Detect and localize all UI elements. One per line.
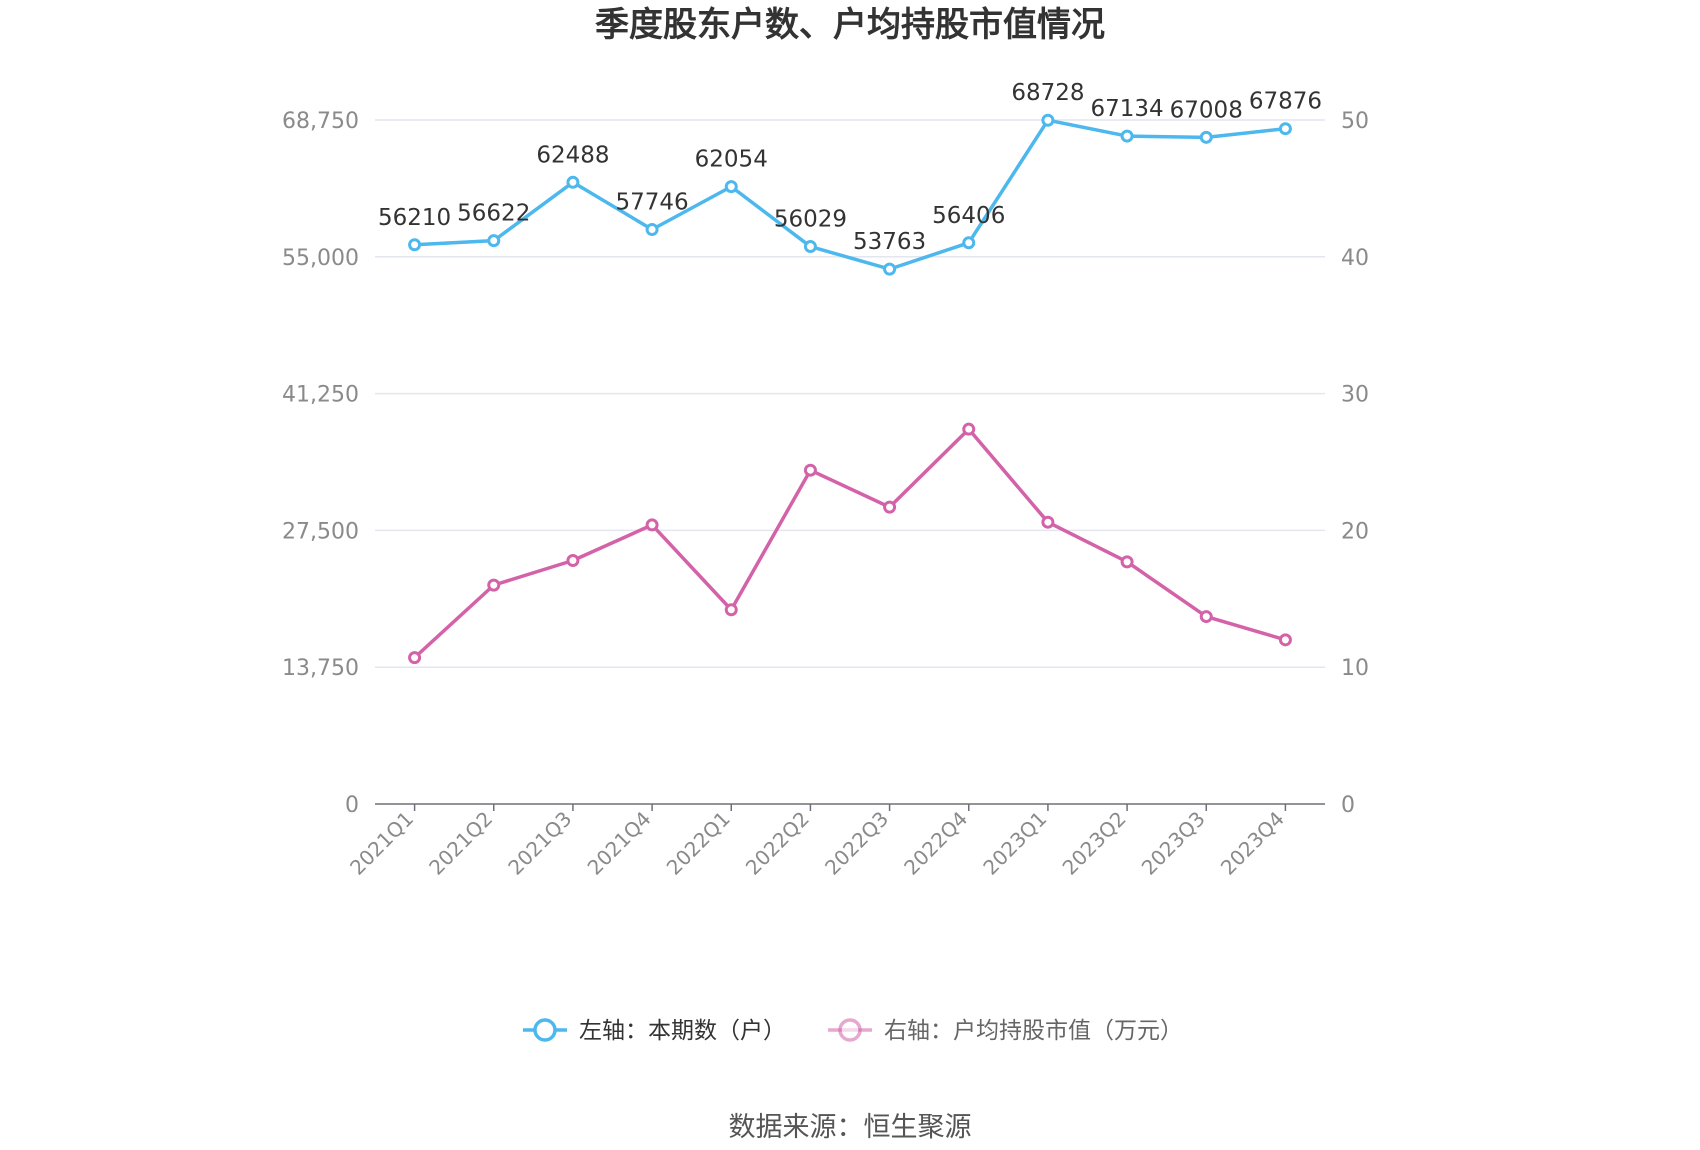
right-axis-ticks: 0 10 20 30 40 50 xyxy=(1341,109,1369,818)
data-label: 56622 xyxy=(457,201,530,227)
data-label: 53763 xyxy=(853,229,926,255)
legend-label: 左轴：本期数（户） xyxy=(579,1018,786,1044)
data-label: 56210 xyxy=(378,205,451,231)
grid-lines xyxy=(375,119,1325,668)
data-point-left xyxy=(408,238,422,252)
x-tick-label: 2022Q4 xyxy=(899,807,972,880)
data-point-right xyxy=(566,553,580,567)
x-tick-label: 2023Q2 xyxy=(1058,807,1131,880)
x-tick-label: 2021Q3 xyxy=(503,807,576,880)
chart-title: 季度股东户数、户均持股市值情况 xyxy=(595,5,1105,45)
data-point-right xyxy=(1199,610,1213,624)
data-point-left xyxy=(1278,122,1292,136)
data-point-right xyxy=(1120,555,1134,569)
data-label: 62488 xyxy=(536,142,609,168)
legend-marker-icon xyxy=(533,1018,557,1042)
data-point-left xyxy=(645,222,659,236)
data-point-left xyxy=(1199,130,1213,144)
right-tick-label: 10 xyxy=(1341,656,1369,681)
data-point-right xyxy=(1041,515,1055,529)
series-right xyxy=(408,422,1292,665)
data-point-right xyxy=(487,578,501,592)
right-tick-label: 50 xyxy=(1341,109,1369,134)
data-point-right xyxy=(962,422,976,436)
legend-item-left[interactable]: 左轴：本期数（户） xyxy=(523,1018,786,1044)
series-line-left xyxy=(414,118,1286,271)
left-tick-label: 0 xyxy=(345,793,359,818)
data-point-right xyxy=(803,463,817,477)
data-label: 57746 xyxy=(615,189,688,215)
right-tick-label: 30 xyxy=(1341,383,1369,408)
data-label: 62054 xyxy=(695,147,768,173)
data-point-left xyxy=(1041,113,1055,127)
data-point-right xyxy=(724,603,738,617)
data-point-left xyxy=(566,175,580,189)
x-tick-label: 2022Q2 xyxy=(741,807,814,880)
source-note: 数据来源：恒生聚源 xyxy=(729,1112,972,1143)
legend-item-right[interactable]: 右轴：户均持股市值（万元） xyxy=(828,1018,1183,1044)
data-point-left xyxy=(803,240,817,254)
legend[interactable]: 左轴：本期数（户） 右轴：户均持股市值（万元） xyxy=(523,1018,1183,1044)
legend-marker-icon xyxy=(838,1018,862,1042)
x-tick-label: 2023Q4 xyxy=(1216,807,1289,880)
data-point-left xyxy=(724,180,738,194)
data-point-left xyxy=(487,234,501,248)
x-tick-label: 2023Q3 xyxy=(1137,807,1210,880)
data-point-right xyxy=(1278,633,1292,647)
left-tick-label: 68,750 xyxy=(282,109,359,134)
left-tick-label: 55,000 xyxy=(282,246,359,271)
data-point-left xyxy=(1120,129,1134,143)
data-point-right xyxy=(408,651,422,665)
data-point-right xyxy=(883,500,897,514)
left-tick-label: 27,500 xyxy=(282,519,359,544)
legend-label: 右轴：户均持股市值（万元） xyxy=(884,1018,1183,1044)
series-line-right xyxy=(413,427,1286,659)
x-axis: 2021Q1 2021Q2 2021Q3 2021Q4 2022Q1 2022Q2 2022… xyxy=(345,803,1325,880)
data-label: 67876 xyxy=(1249,89,1322,115)
data-label: 68728 xyxy=(1011,80,1084,106)
right-tick-label: 20 xyxy=(1341,519,1369,544)
left-axis-ticks: 0 13,750 27,500 41,250 55,000 68,750 xyxy=(282,109,359,818)
right-tick-label: 40 xyxy=(1341,246,1369,271)
x-tick-label: 2021Q2 xyxy=(424,807,497,880)
data-point-left xyxy=(883,262,897,276)
left-tick-label: 41,250 xyxy=(282,383,359,408)
data-point-right xyxy=(645,518,659,532)
data-label: 56029 xyxy=(774,207,847,233)
data-label: 56406 xyxy=(932,203,1005,229)
x-tick-label: 2022Q3 xyxy=(820,807,893,880)
x-tick-label: 2023Q1 xyxy=(978,807,1051,880)
left-tick-label: 13,750 xyxy=(282,656,359,681)
data-label: 67008 xyxy=(1170,97,1243,123)
x-tick-label: 2021Q4 xyxy=(583,807,656,880)
data-point-left xyxy=(962,236,976,250)
x-tick-label: 2022Q1 xyxy=(662,807,735,880)
right-tick-label: 0 xyxy=(1341,793,1355,818)
data-label: 67134 xyxy=(1090,96,1163,122)
